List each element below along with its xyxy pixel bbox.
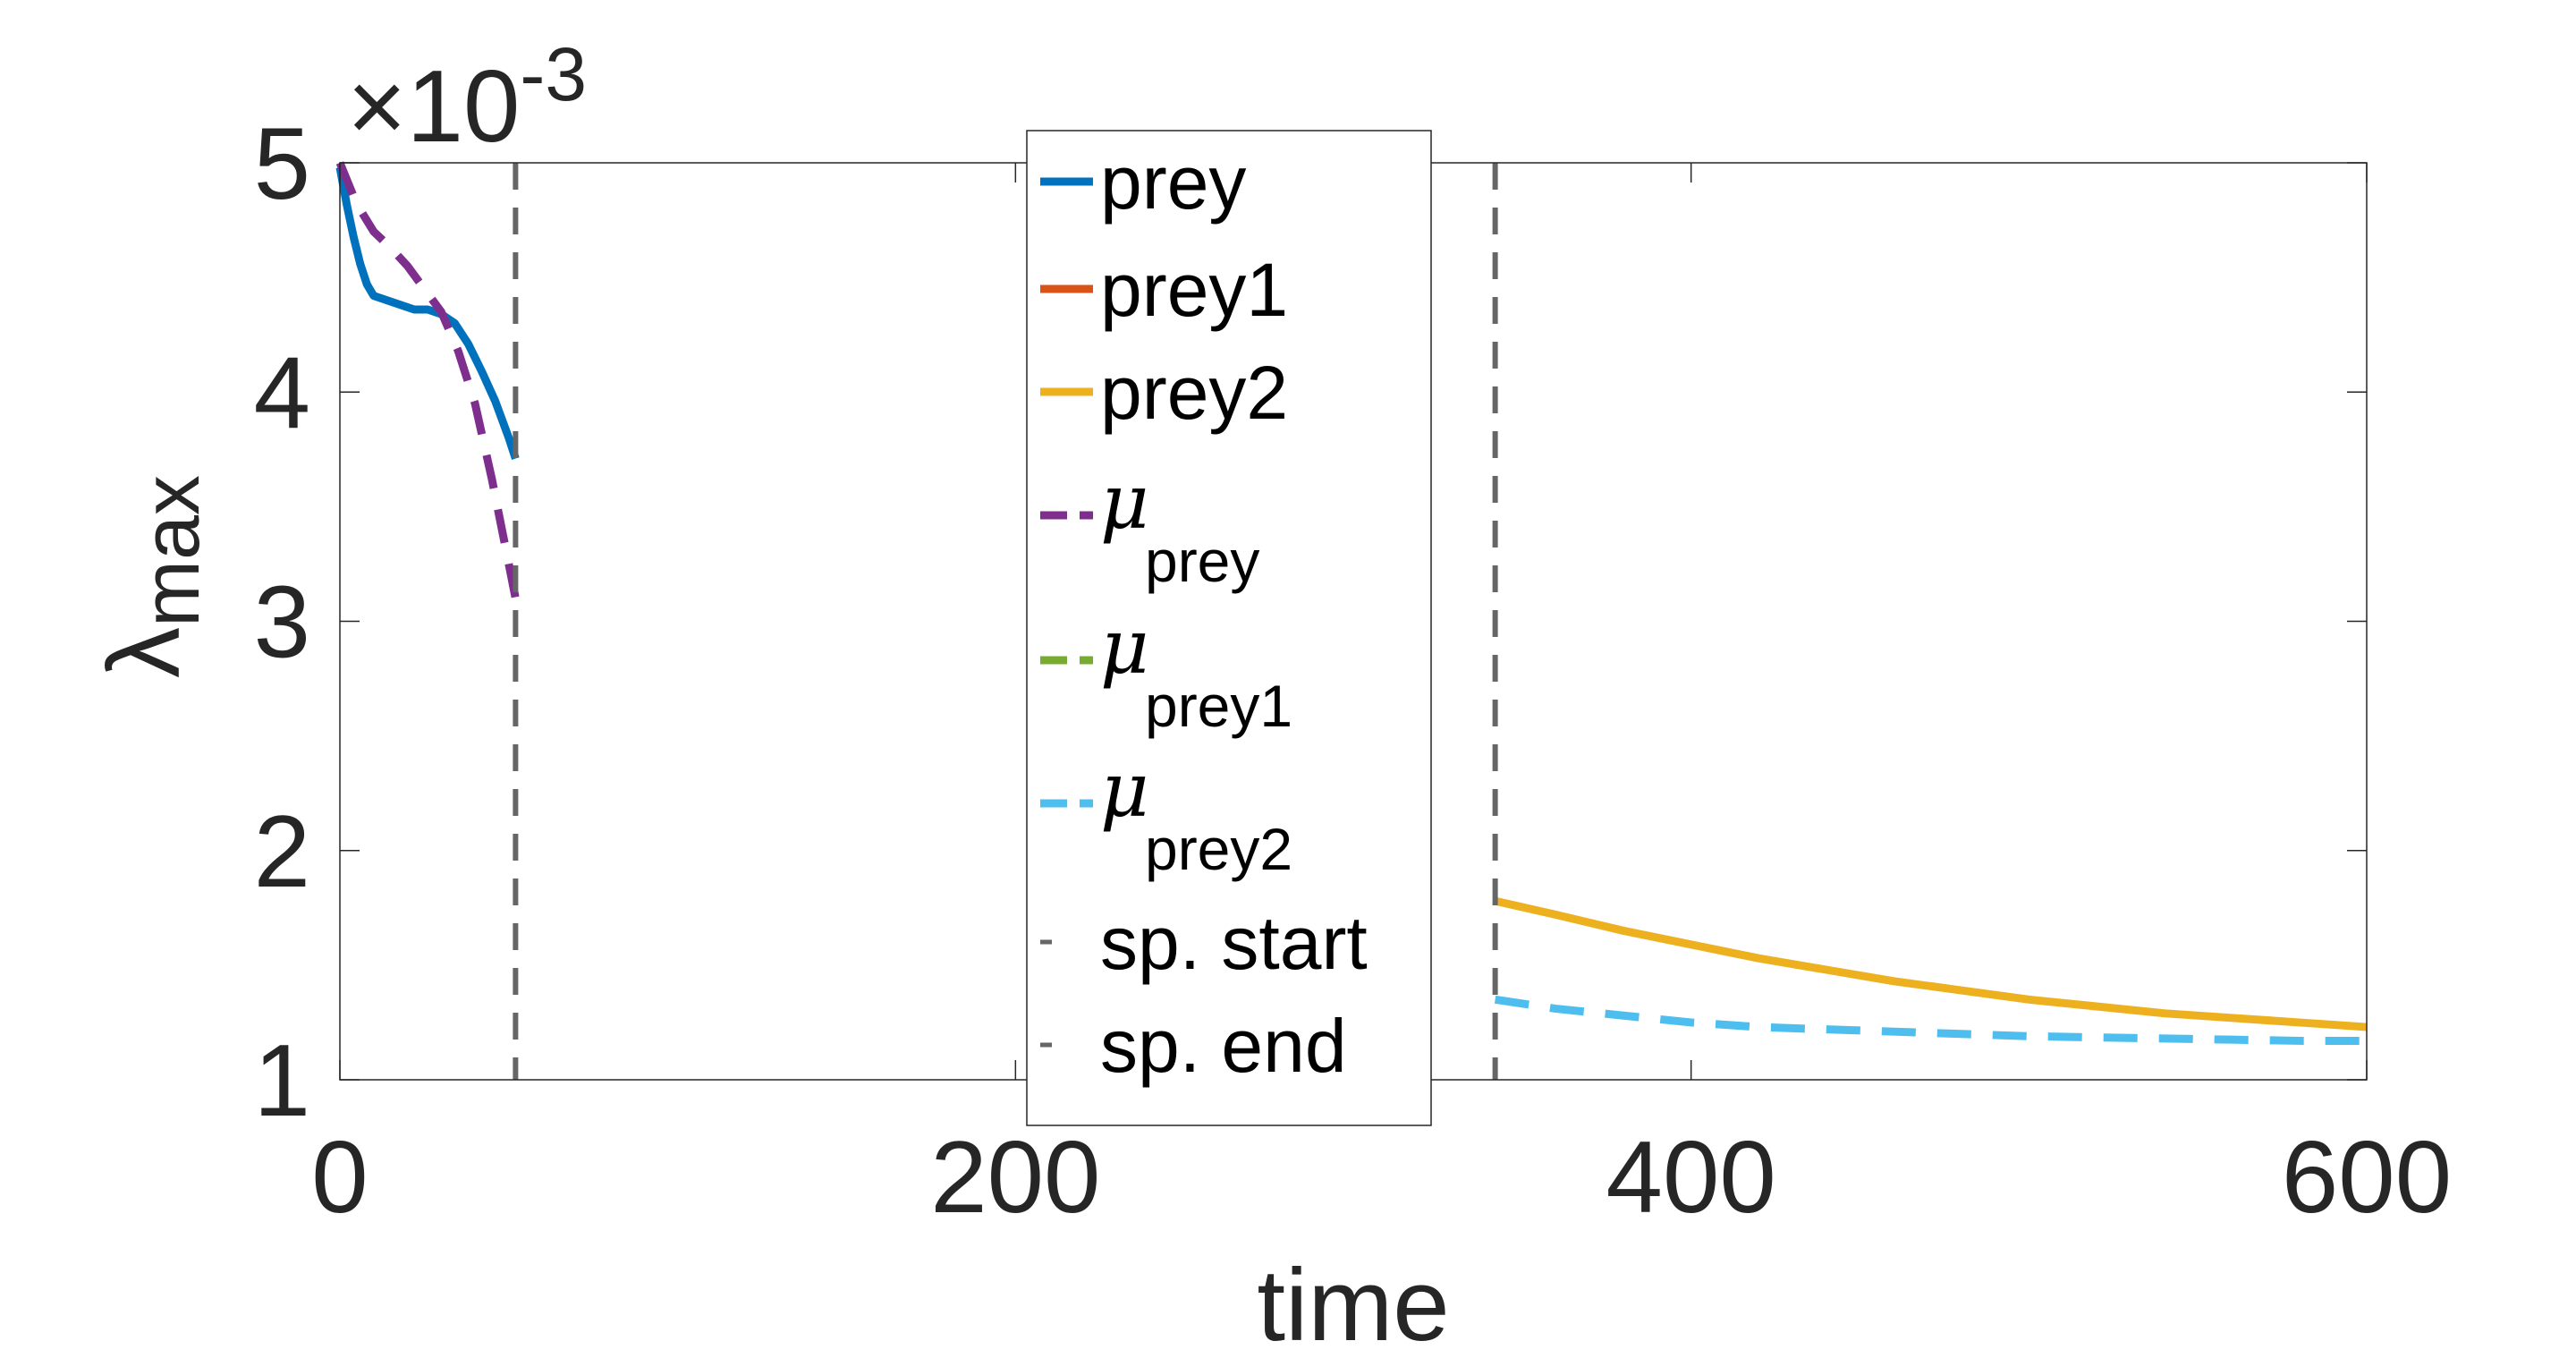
- legend-label-5: μ: [1100, 746, 1149, 834]
- vline-layer: [513, 163, 1498, 1080]
- legend-label-0: prey: [1100, 140, 1246, 225]
- legend-label-2: prey2: [1100, 351, 1288, 435]
- y-axis-title-sub: max: [127, 475, 216, 627]
- legend-label-6: sp. start: [1100, 901, 1368, 985]
- x-tick-label-1: 200: [930, 1121, 1100, 1235]
- series-line-0: [335, 166, 520, 460]
- y-axis-title: λmax: [88, 475, 216, 678]
- y-tick-label-1: 2: [254, 795, 310, 909]
- legend-item-1: prey1: [1040, 248, 1288, 332]
- series-line-5: [1494, 995, 2367, 1045]
- y-axis-title-main: λ: [88, 627, 201, 678]
- legend-sublabel-5: prey2: [1145, 816, 1292, 882]
- y-exponent-prefix: ×10: [347, 50, 520, 164]
- legend-item-6: sp. start: [1040, 901, 1368, 985]
- x-axis-title: time: [1257, 1249, 1449, 1358]
- x-tick-label-3: 600: [2282, 1121, 2452, 1235]
- y-tick-label-3: 4: [254, 336, 310, 450]
- y-tick-label-4: 5: [254, 107, 310, 221]
- y-exponent-power: -3: [520, 32, 587, 116]
- y-exponent-label: ×10-3: [347, 32, 587, 164]
- y-tick-label-0: 1: [254, 1024, 310, 1138]
- legend-label-4: μ: [1100, 603, 1149, 691]
- legend-item-2: prey2: [1040, 351, 1288, 435]
- legend-sublabel-3: prey: [1145, 528, 1259, 594]
- legend-label-3: μ: [1100, 458, 1149, 546]
- series-layer: [335, 161, 2368, 1045]
- tick-layer: 0 200 400 600 1 2 3 4 5: [254, 107, 2453, 1235]
- x-tick-label-2: 400: [1606, 1121, 1776, 1235]
- y-tick-label-2: 3: [254, 566, 310, 680]
- series-line-2: [1494, 896, 2368, 1031]
- legend-item-7: sp. end: [1040, 1004, 1347, 1088]
- series-line-3: [335, 161, 520, 599]
- legend-box: [1026, 130, 1432, 1126]
- legend-item-0: prey: [1040, 140, 1246, 225]
- legend-sublabel-4: prey1: [1145, 673, 1292, 739]
- legend-label-1: prey1: [1100, 248, 1288, 332]
- x-tick-label-0: 0: [311, 1121, 368, 1235]
- legend-label-7: sp. end: [1100, 1004, 1347, 1088]
